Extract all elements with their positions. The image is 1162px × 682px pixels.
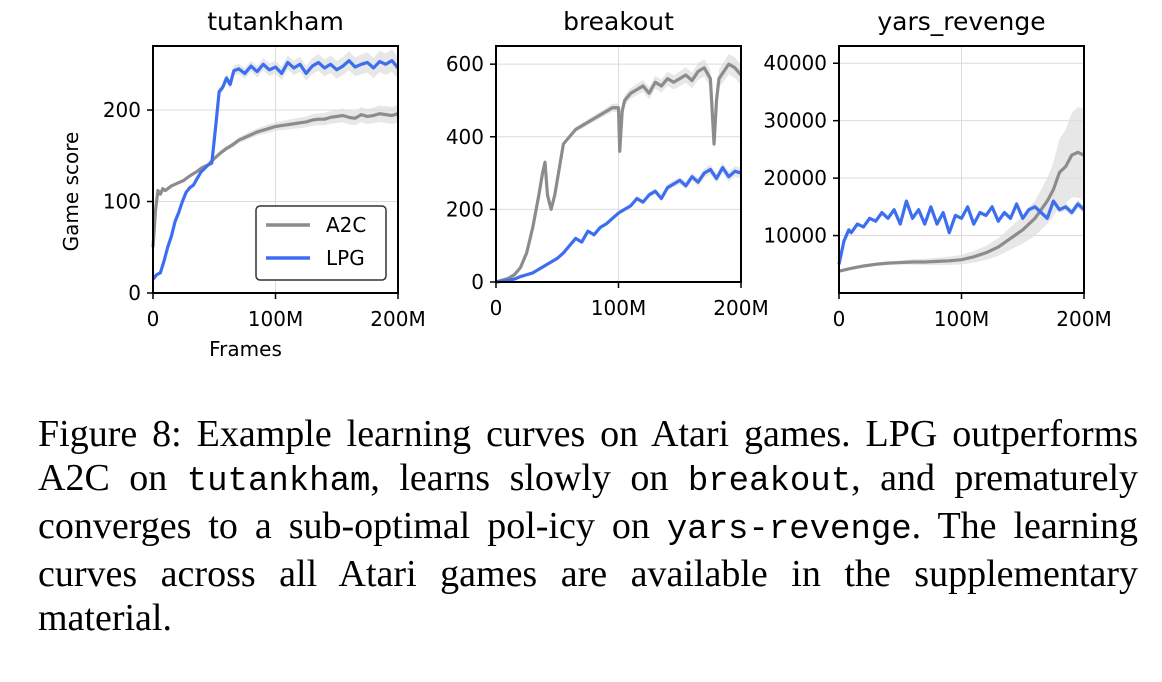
confidence-bands (496, 53, 741, 282)
caption-code-yars-revenge: yars-revenge (666, 511, 912, 549)
y-tick-label: 200 (446, 197, 484, 221)
legend: A2C LPG (255, 205, 387, 281)
y-tick-label: 0 (128, 281, 141, 305)
x-tick-label: 0 (147, 307, 160, 331)
legend-label-a2c: A2C (326, 213, 366, 237)
line-lpg (495, 166, 742, 284)
x-tick-label: 0 (490, 296, 503, 320)
line-lpg (151, 59, 400, 281)
grid-lines (495, 46, 742, 283)
confidence-bands (153, 49, 398, 280)
legend-label-lpg: LPG (326, 246, 365, 270)
line-lpg (837, 199, 1086, 265)
caption-code-breakout: breakout (687, 463, 852, 501)
y-tick-label: 200 (103, 98, 141, 122)
x-tick-label: 100M (934, 307, 989, 331)
y-tick-label: 100 (103, 190, 141, 214)
band-lpg (153, 49, 398, 280)
y-axis-label: Game score (59, 132, 83, 252)
line-a2c (838, 150, 1085, 273)
y-tick-label: 10000 (763, 224, 827, 248)
band-lpg (496, 162, 741, 282)
figure-caption: Figure 8: Example learning curves on Ata… (38, 412, 1138, 640)
panel-yars-revenge: 0 100M 200M 10000 20000 30000 40000 yars_reven… (763, 7, 1111, 331)
x-tick-label: 100M (591, 296, 646, 320)
series-lines (151, 59, 400, 281)
panel-tutankham: 0 100M 200M 0 100 200 tutankham Frames Game s… (59, 7, 426, 361)
y-tick-label: 400 (446, 125, 484, 149)
series-lines (495, 62, 743, 284)
panel-title: breakout (563, 7, 674, 36)
x-tick-label: 200M (713, 296, 768, 320)
panel-title: yars_revenge (877, 7, 1045, 36)
x-tick-label: 0 (833, 307, 846, 331)
y-tick-label: 0 (471, 270, 484, 294)
caption-code-tutankham: tutankham (186, 463, 371, 501)
panel-breakout: 0 100M 200M 0 200 400 600 breakout (446, 7, 769, 320)
panel-title: tutankham (207, 7, 344, 36)
figure-charts: 0 100M 200M 0 100 200 tutankham Frames Game s… (59, 7, 1112, 361)
axis-ticks: 0 100M 200M 0 100 200 (103, 98, 426, 331)
caption-text-3: , and prematurely converges to a sub-opt… (38, 457, 1139, 547)
caption-text-4: . The learning curves across all Atari g… (38, 505, 1138, 639)
x-axis-label: Frames (209, 337, 282, 361)
band-a2c (153, 104, 398, 248)
x-tick-label: 200M (370, 307, 425, 331)
line-a2c (495, 62, 743, 284)
line-a2c (151, 112, 399, 248)
y-tick-label: 20000 (763, 166, 827, 190)
axis-ticks: 0 100M 200M 10000 20000 30000 40000 (763, 51, 1111, 331)
y-tick-label: 30000 (763, 109, 827, 133)
series-lines (837, 150, 1086, 273)
legend-box (255, 205, 387, 281)
caption-text-2: , learns slowly on (370, 457, 688, 499)
x-tick-label: 100M (248, 307, 303, 331)
axis-ticks: 0 100M 200M 0 200 400 600 (446, 52, 769, 320)
y-tick-label: 40000 (763, 51, 827, 75)
x-tick-label: 200M (1056, 307, 1111, 331)
caption-text-1: Figure 8: Example learning curves on Ata… (38, 413, 1138, 499)
y-tick-label: 600 (446, 52, 484, 76)
